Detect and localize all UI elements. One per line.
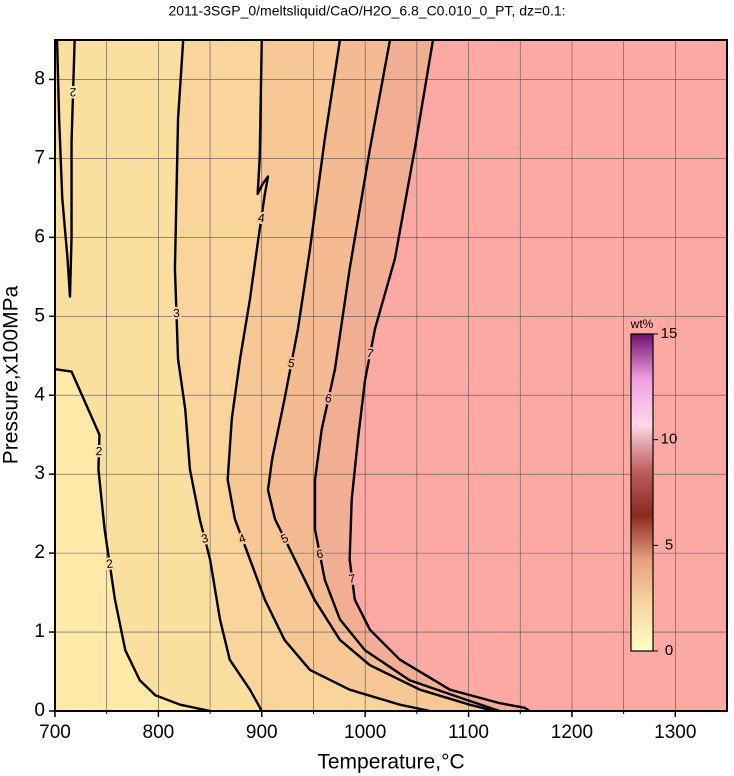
contour-label: 3 bbox=[173, 306, 180, 320]
y-tick-label: 3 bbox=[34, 463, 45, 484]
y-tick-label: 6 bbox=[34, 226, 45, 247]
contour-line bbox=[226, 39, 431, 713]
contour-label: 2 bbox=[95, 444, 102, 458]
colorbar bbox=[630, 333, 654, 652]
plot-frame bbox=[54, 39, 728, 712]
colorbar-label: wt% bbox=[630, 317, 654, 331]
x-axis-label: Temperature,°C bbox=[317, 751, 464, 774]
x-tick-label: 1000 bbox=[344, 722, 386, 743]
y-tick-label: 5 bbox=[34, 305, 45, 326]
x-tick-label: 900 bbox=[246, 722, 278, 743]
colorbar-tick-label: 15 bbox=[661, 325, 678, 342]
y-tick-label: 2 bbox=[34, 542, 45, 563]
x-tick-label: 800 bbox=[143, 722, 175, 743]
y-tick-label: 4 bbox=[34, 384, 45, 405]
y-tick-label: 7 bbox=[34, 147, 45, 168]
x-tick-label: 700 bbox=[39, 722, 71, 743]
contour-line bbox=[266, 39, 496, 713]
contour-line bbox=[54, 367, 211, 713]
y-tick-label: 1 bbox=[34, 621, 45, 642]
x-tick-label: 1300 bbox=[654, 722, 696, 743]
x-tick-label: 1200 bbox=[551, 722, 593, 743]
colorbar-tick-label: 10 bbox=[661, 431, 678, 448]
contour-label: 2 bbox=[69, 85, 76, 99]
y-tick-label: 0 bbox=[34, 700, 45, 721]
contour-line bbox=[173, 39, 263, 712]
colorbar-tick-label: 0 bbox=[665, 642, 673, 659]
y-tick-label: 8 bbox=[34, 68, 45, 89]
contour-line bbox=[313, 39, 500, 713]
y-axis-label: Pressure,x100MPa bbox=[0, 285, 23, 464]
colorbar-tick-label: 5 bbox=[665, 536, 673, 553]
chart-title: 2011-3SGP_0/meltsliquid/CaO/H2O_6.8_C0.0… bbox=[168, 3, 565, 19]
contour-line bbox=[55, 39, 76, 298]
x-tick-label: 1100 bbox=[448, 722, 489, 743]
contour-fill bbox=[55, 40, 727, 711]
contour-line bbox=[348, 39, 531, 712]
